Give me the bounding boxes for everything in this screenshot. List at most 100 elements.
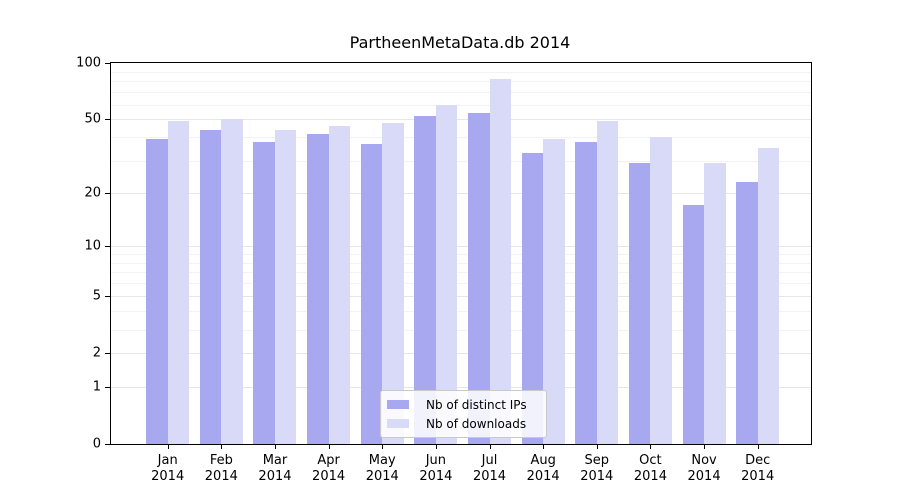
y-tick-mark [105,192,110,194]
gridline-minor [111,329,811,331]
x-tick-year: 2014 [258,469,292,484]
x-tick-month: Mar [262,453,288,468]
x-axis-tick-label: Sep 2014 [580,453,613,485]
y-tick-mark [105,444,110,445]
x-tick-month: Jan [157,453,178,468]
bar-distinct-ips-oct [628,163,651,444]
gridline-minor [111,160,811,162]
bar-downloads-aug [543,139,565,444]
gridline-minor [111,137,811,139]
y-axis-tick-label: 50 [84,111,101,127]
bar-distinct-ips-jun [414,116,436,444]
x-axis-tick-label: Oct 2014 [634,453,667,485]
bar-distinct-ips-dec [736,181,758,444]
x-tick-month: Nov [691,453,717,468]
bar-distinct-ips-jul [468,113,490,444]
x-tick-year: 2014 [312,469,346,484]
x-tick-year: 2014 [580,469,614,484]
gridline-minor [111,92,811,94]
gridline-major [111,353,811,355]
x-tick-mark [435,444,437,449]
gridline-major [111,386,811,388]
y-axis-tick-label: 1 [92,379,101,395]
gridline-minor [111,81,811,83]
x-axis-tick-label: Apr 2014 [312,453,345,485]
bar-downloads-may [382,122,404,444]
y-tick-mark [105,353,110,355]
legend-swatch-distinct-ips [387,400,409,409]
y-axis-tick-label: 10 [84,238,101,254]
x-tick-month: Oct [639,453,662,468]
bar-downloads-nov [704,163,726,444]
x-tick-mark [167,444,169,449]
x-tick-year: 2014 [472,469,507,484]
gridline-minor [111,253,811,255]
bar-distinct-ips-may [360,143,383,444]
y-axis-tick-label: 5 [92,288,101,304]
x-tick-mark [543,444,545,449]
y-tick-mark [105,63,110,64]
x-axis-tick-label: Jul 2014 [473,453,506,485]
plot-area: 0 1 2 5 10 20 50 100 Jan 2014 Feb 2014 Mar 2014 Apr 201… [76,56,812,484]
bar-distinct-ips-apr [307,133,329,444]
x-tick-month: Aug [530,453,556,468]
gridline-major [111,119,811,121]
bar-downloads-oct [650,137,672,444]
bar-distinct-ips-jan [146,139,168,444]
x-tick-month: May [368,453,396,468]
x-tick-month: Feb [209,453,233,468]
gridline-major [111,246,811,248]
gridline-minor [111,262,811,264]
legend-item-downloads: Nb of downloads [387,414,546,433]
gridline-minor [111,311,811,313]
y-axis-tick-label: 20 [84,185,101,201]
x-tick-mark [328,444,330,449]
x-tick-month: Sep [584,453,610,468]
chart-title: PartheenMetaData.db 2014 [349,33,571,52]
x-tick-mark [221,444,223,449]
y-tick-mark [105,119,110,121]
x-tick-mark [274,444,276,449]
x-tick-month: Apr [317,453,340,468]
bar-distinct-ips-aug [521,152,544,444]
bar-downloads-jul [489,79,512,444]
gridline-minor [111,283,811,285]
x-axis-tick-label: Mar 2014 [258,453,291,485]
legend: Nb of distinct IPs Nb of downloads [380,390,547,438]
y-tick-mark [105,246,110,248]
x-tick-year: 2014 [204,469,238,484]
y-axis-tick-label: 2 [92,345,101,361]
gridline-major [111,192,811,194]
x-tick-month: Dec [745,453,771,468]
bar-downloads-mar [274,129,297,444]
x-tick-mark [650,444,652,449]
x-tick-mark [704,444,706,449]
x-tick-mark [382,444,384,449]
gridline-major [111,296,811,298]
x-tick-mark [489,444,491,449]
x-tick-mark [757,444,759,449]
bar-downloads-jan [167,121,190,444]
x-tick-month: Jun [425,453,447,468]
x-tick-month: Jul [481,453,498,468]
x-tick-year: 2014 [687,469,721,484]
bar-distinct-ips-sep [575,141,597,444]
x-tick-mark [596,444,598,449]
x-axis-tick-label: Jan 2014 [151,453,184,485]
bar-distinct-ips-feb [199,129,222,444]
legend-item-distinct-ips: Nb of distinct IPs [387,395,546,414]
gridline-minor [111,71,811,73]
x-axis-tick-label: Nov 2014 [688,453,721,485]
x-axis-tick-label: Dec 2014 [741,453,774,485]
bar-downloads-feb [221,119,243,444]
legend-label-downloads: Nb of downloads [426,416,527,431]
x-axis-tick-label: Feb 2014 [205,453,238,485]
bar-distinct-ips-mar [253,141,275,444]
gridline-minor [111,272,811,274]
bar-downloads-dec [757,148,780,444]
y-tick-mark [105,296,110,298]
x-tick-year: 2014 [365,469,399,484]
bar-downloads-apr [328,126,351,444]
legend-swatch-downloads [387,419,409,428]
legend-label-distinct-ips: Nb of distinct IPs [426,397,527,412]
